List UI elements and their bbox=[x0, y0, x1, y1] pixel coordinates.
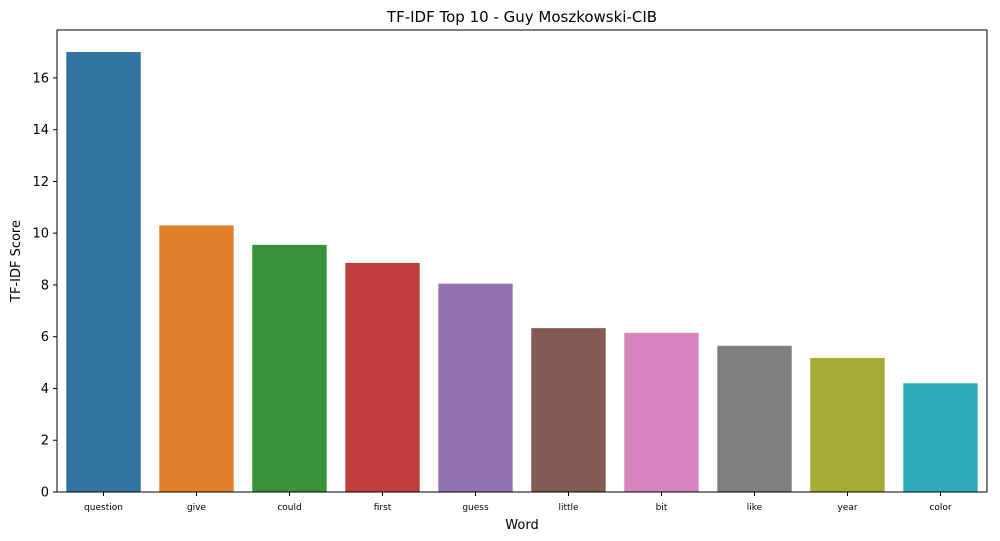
x-tick-label: could bbox=[277, 503, 301, 513]
bars-group bbox=[66, 52, 978, 492]
x-tick-label: bit bbox=[656, 503, 668, 513]
x-ticks-group: question give could first guess little bit like… bbox=[84, 492, 952, 513]
x-tick-label: give bbox=[187, 503, 207, 513]
chart-title: TF-IDF Top 10 - Guy Moszkowski-CIB bbox=[386, 8, 657, 26]
bar-question bbox=[66, 52, 141, 492]
x-axis-label: Word bbox=[505, 518, 538, 533]
bar-like bbox=[717, 345, 792, 492]
bar-bit bbox=[624, 332, 699, 492]
bar-give bbox=[159, 225, 234, 492]
x-tick-label: like bbox=[747, 503, 763, 513]
x-tick-label: year bbox=[837, 503, 857, 513]
x-tick-label: question bbox=[84, 503, 123, 513]
bar-guess bbox=[438, 283, 513, 492]
x-tick-label: color bbox=[929, 503, 951, 513]
y-tick-label: 8 bbox=[41, 278, 49, 293]
y-tick-label: 4 bbox=[41, 382, 49, 397]
x-tick-label: first bbox=[374, 503, 392, 513]
bar-little bbox=[531, 328, 606, 492]
bar-could bbox=[252, 244, 327, 492]
x-tick-label: little bbox=[558, 503, 579, 513]
y-tick-label: 12 bbox=[32, 175, 49, 190]
bar-year bbox=[810, 357, 885, 492]
y-tick-label: 2 bbox=[41, 434, 49, 449]
y-ticks-group: 0 2 4 6 8 10 12 14 16 bbox=[32, 71, 57, 501]
y-axis-label: TF-IDF Score bbox=[9, 220, 24, 303]
y-tick-label: 10 bbox=[32, 227, 49, 242]
x-tick-label: guess bbox=[462, 503, 489, 513]
y-tick-label: 6 bbox=[41, 330, 49, 345]
y-tick-label: 16 bbox=[32, 71, 49, 86]
plot-frame bbox=[56, 29, 988, 493]
bar-color bbox=[903, 383, 978, 492]
bar-first bbox=[345, 262, 420, 492]
y-tick-label: 14 bbox=[32, 123, 49, 138]
y-tick-label: 0 bbox=[41, 486, 49, 501]
